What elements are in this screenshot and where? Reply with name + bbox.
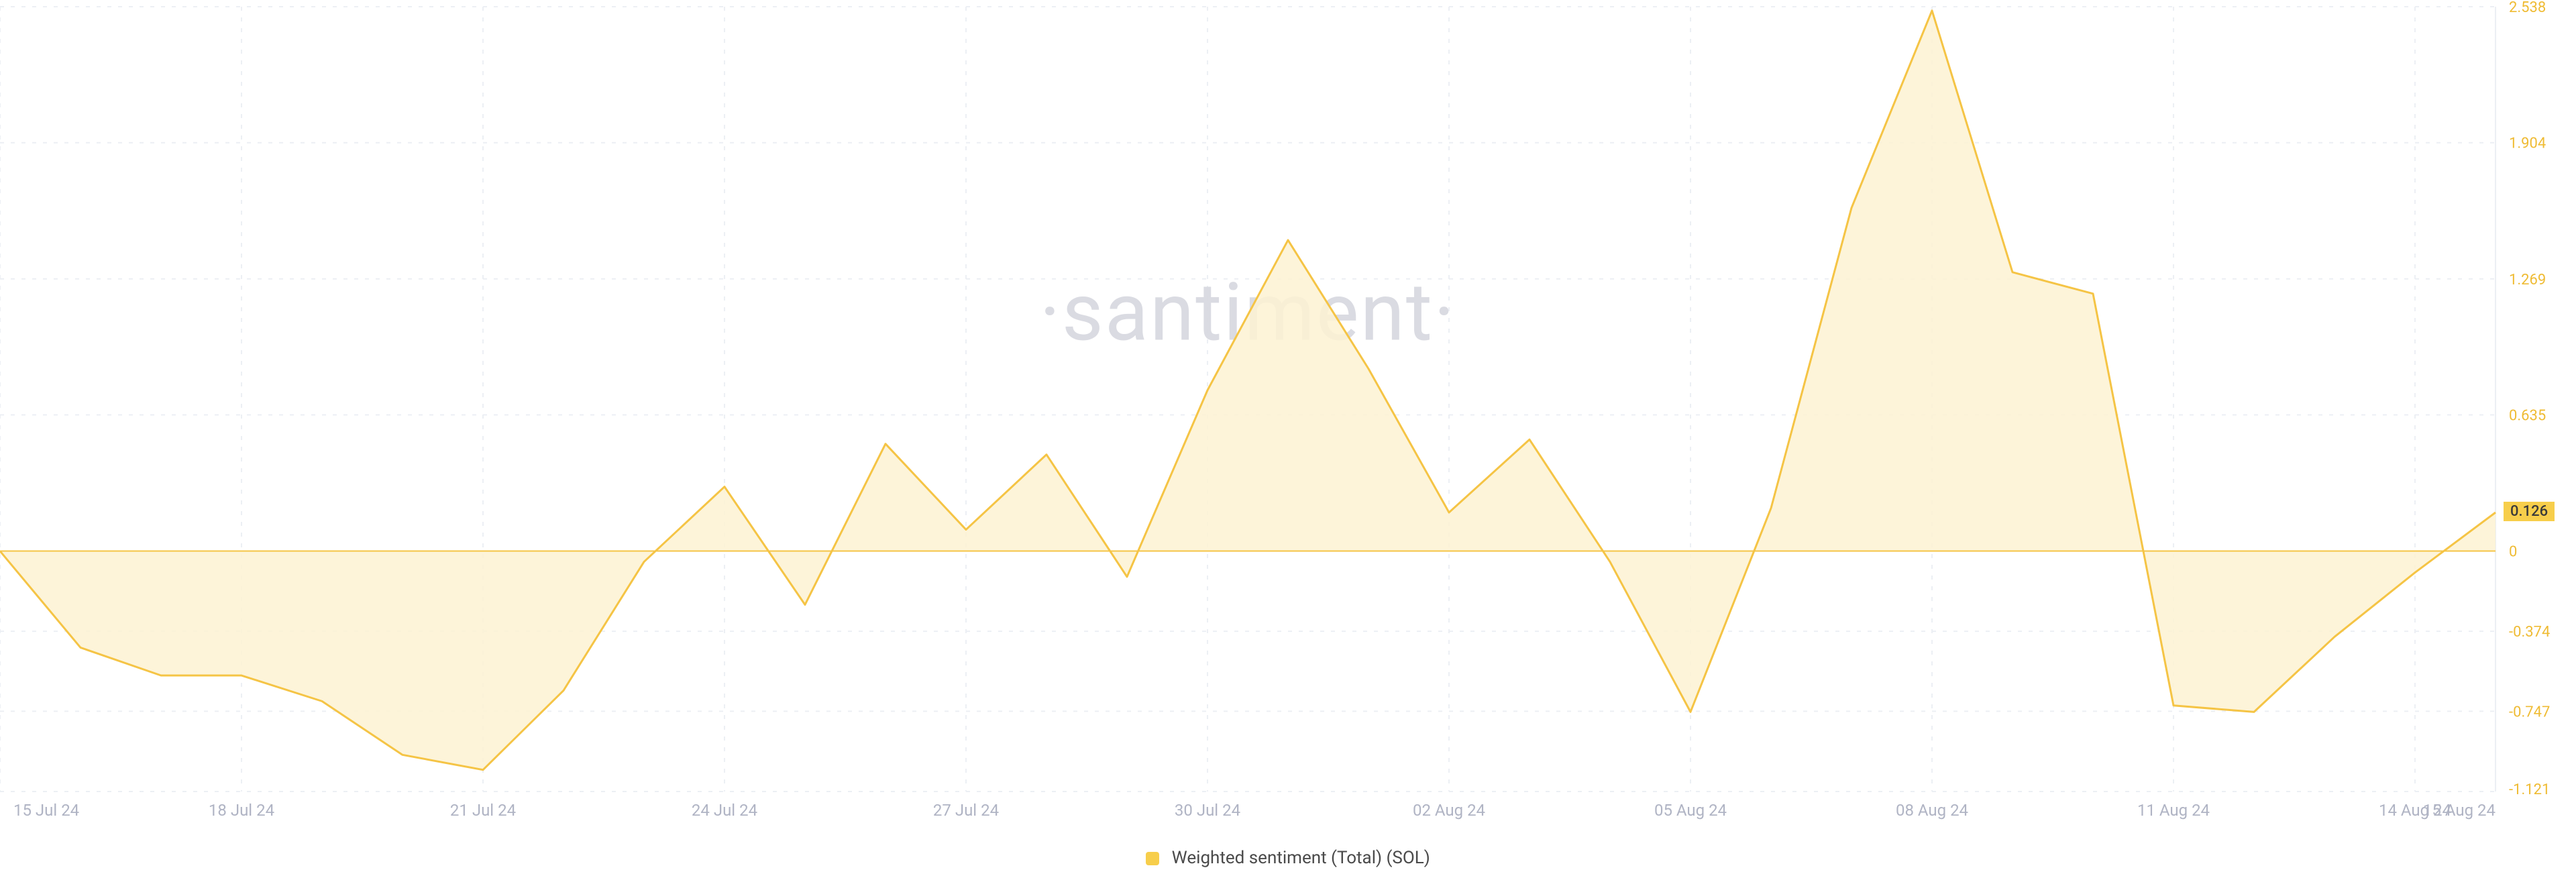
x-tick-label: 08 Aug 24: [1896, 801, 1968, 820]
sentiment-chart: ·santiment·-0.747-0.37400.6351.2691.9042…: [0, 0, 2576, 872]
current-value-badge: 0.126: [2504, 502, 2555, 521]
legend-swatch: [1146, 852, 1159, 865]
y-tick-label: 0: [2509, 544, 2517, 561]
x-tick-label: 30 Jul 24: [1175, 801, 1240, 820]
chart-root: ·santiment·-0.747-0.37400.6351.2691.9042…: [0, 0, 2576, 872]
x-tick-label: 18 Jul 24: [209, 801, 274, 820]
y-tick-label: 1.904: [2509, 135, 2546, 152]
y-tick-label: 2.538: [2509, 0, 2546, 16]
y-tick-label: -0.747: [2509, 704, 2550, 720]
y-tick-label: 0.635: [2509, 408, 2546, 425]
y-tick-label: -0.374: [2509, 624, 2550, 641]
y-tick-label: 1.269: [2509, 272, 2546, 288]
x-tick-label: 11 Aug 24: [2137, 801, 2210, 820]
x-tick-label: 21 Jul 24: [450, 801, 516, 820]
chart-legend: Weighted sentiment (Total) (SOL): [0, 848, 2576, 868]
sentiment-area: [0, 11, 2496, 770]
x-tick-label: 15 Aug 24: [2423, 801, 2496, 820]
x-tick-label: 05 Aug 24: [1654, 801, 1727, 820]
y-tick-label: -1.121: [2509, 781, 2550, 798]
x-tick-label: 15 Jul 24: [13, 801, 79, 820]
current-value-text: 0.126: [2510, 503, 2548, 520]
x-tick-label: 02 Aug 24: [1413, 801, 1485, 820]
x-tick-label: 24 Jul 24: [692, 801, 757, 820]
x-tick-label: 27 Jul 24: [933, 801, 999, 820]
legend-label: Weighted sentiment (Total) (SOL): [1172, 848, 1430, 868]
